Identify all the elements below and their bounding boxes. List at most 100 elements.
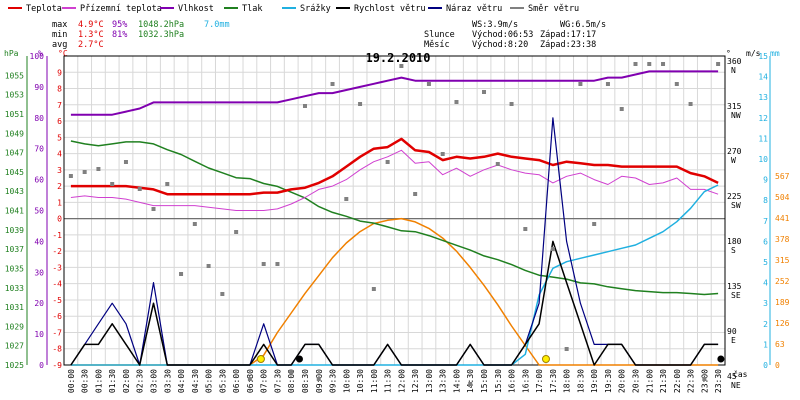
unit-ms: m/s	[746, 49, 761, 58]
tick-label-humidity: 40	[34, 237, 44, 246]
wind-direction-point	[123, 160, 128, 164]
legend-label: Náraz větru	[446, 4, 502, 14]
tick-label-temperature: 2	[57, 182, 62, 191]
tick-label-time: 08:30	[301, 369, 310, 393]
tick-label-pressure: 1055	[5, 71, 24, 80]
tick-label-humidity: 30	[34, 268, 44, 277]
unit-deg: °	[726, 49, 731, 58]
moon-info: Měsíc Východ:8:20 Západ:23:38	[424, 40, 596, 50]
tick-label-temperature: 9	[57, 68, 62, 77]
stat-min-label: min	[52, 30, 67, 40]
tick-label-humidity: 50	[34, 207, 44, 216]
stat-max-label: max	[52, 20, 67, 30]
tick-label-time: 01:30	[108, 369, 117, 393]
tick-label-wind-speed: 8	[763, 196, 768, 205]
tick-label-rain: 441	[775, 214, 790, 223]
tick-label-humidity: 20	[34, 299, 44, 308]
tick-label-wind-direction: 180	[727, 237, 742, 246]
tick-label-pressure: 1047	[5, 149, 24, 158]
tick-label-time: 11:30	[384, 369, 393, 393]
stat-min-temp: 1.3°C	[78, 30, 104, 40]
tick-label-pressure: 1027	[5, 342, 24, 351]
tick-label-wind-speed: 2	[763, 320, 768, 329]
wind-direction-point	[468, 382, 473, 386]
axis-units: hPa % °C ° m/s mm čas	[4, 49, 780, 379]
wind-direction-point	[716, 62, 721, 66]
wind-direction-point	[165, 182, 170, 186]
wind-direction-point	[550, 247, 555, 251]
tick-label-temperature: -1	[52, 231, 62, 240]
tick-label-temperature: -5	[52, 296, 62, 305]
tick-label-time: 12:00	[397, 369, 406, 393]
series-pressure	[70, 140, 719, 296]
wind-direction-point	[371, 287, 376, 291]
tick-label-pressure: 1035	[5, 264, 24, 273]
wind-direction-point	[674, 82, 679, 86]
tick-label-time: 22:00	[673, 369, 682, 393]
tick-label-wind-direction: 360	[727, 57, 742, 66]
tick-label-temperature: -9	[52, 361, 62, 370]
wind-direction-point	[399, 64, 404, 68]
tick-label-time: 13:00	[425, 369, 434, 393]
tick-label-wind-speed: 5	[763, 258, 768, 267]
tick-label-pressure: 1037	[5, 245, 24, 254]
tick-label-time: 14:30	[466, 369, 475, 393]
tick-label-temperature: -8	[52, 345, 62, 354]
tick-label-wind-speed: 11	[758, 134, 768, 143]
stat-max-temp: 4.9°C	[78, 20, 104, 30]
tick-label-wind-speed: 0	[763, 361, 768, 370]
tick-label-time: 15:30	[494, 369, 503, 393]
wind-speed-avg: WS:3.9m/s	[472, 20, 518, 30]
tick-label-temperature: 6	[57, 117, 62, 126]
tick-label-temperature: 7	[57, 101, 62, 110]
legend-label: Směr větru	[528, 4, 579, 14]
sunrise: Východ:06:53	[472, 30, 533, 40]
wind-direction-point	[578, 82, 583, 86]
series-humidity	[70, 70, 719, 116]
legend-label: Přízemní teplota	[80, 4, 162, 14]
tick-label-time: 17:30	[549, 369, 558, 393]
tick-label-time: 23:30	[714, 369, 723, 393]
wind-direction-point	[316, 377, 321, 381]
legend-label: Rychlost větru	[354, 4, 426, 14]
wind-direction-point	[206, 264, 211, 268]
tick-label-wind-direction: 225	[727, 192, 742, 201]
wind-direction-point	[220, 292, 225, 296]
tick-label-time: 02:00	[122, 369, 131, 393]
tick-label-time: 05:00	[205, 369, 214, 393]
tick-label-wind-compass: SE	[731, 291, 741, 300]
tick-label-wind-direction: 90	[727, 327, 737, 336]
tick-label-wind-speed: 3	[763, 299, 768, 308]
tick-label-temperature: 8	[57, 85, 62, 94]
tick-label-time: 06:00	[232, 369, 241, 393]
moon-label: Měsíc	[424, 40, 450, 50]
wind-direction-point	[137, 187, 142, 191]
tick-label-wind-speed: 6	[763, 237, 768, 246]
wind-direction-point	[234, 230, 239, 234]
wind-direction-point	[302, 104, 307, 108]
tick-label-time: 18:30	[576, 369, 585, 393]
moonrise: Východ:8:20	[472, 40, 528, 50]
wind-direction-point	[247, 377, 252, 381]
wind-direction-point	[702, 377, 707, 381]
tick-label-wind-speed: 13	[758, 93, 768, 102]
unit-cas: čas	[733, 369, 748, 379]
unit-hpa: hPa	[4, 49, 19, 58]
tick-label-time: 03:30	[163, 369, 172, 393]
wind-direction-point	[358, 102, 363, 106]
wind-direction-point	[661, 62, 666, 66]
tick-label-humidity: 100	[30, 52, 45, 61]
tick-label-time: 19:30	[604, 369, 613, 393]
wind-direction-point	[413, 192, 418, 196]
right-axes: 360N315NW270W225SW180S135SE90E45NE012345…	[727, 52, 790, 390]
wind-direction-point	[440, 152, 445, 156]
tick-label-time: 15:00	[480, 369, 489, 393]
tick-label-time: 19:00	[590, 369, 599, 393]
tick-label-wind-speed: 1	[763, 340, 768, 349]
tick-label-rain: 0	[775, 361, 780, 370]
wind-direction-point	[454, 100, 459, 104]
tick-label-time: 16:00	[508, 369, 517, 393]
wind-direction-point	[82, 170, 87, 174]
x-axis: 00:00 00:30 01:00 01:30 02:00 02:30 03:00 03:30…	[67, 369, 723, 393]
grid	[63, 55, 726, 366]
